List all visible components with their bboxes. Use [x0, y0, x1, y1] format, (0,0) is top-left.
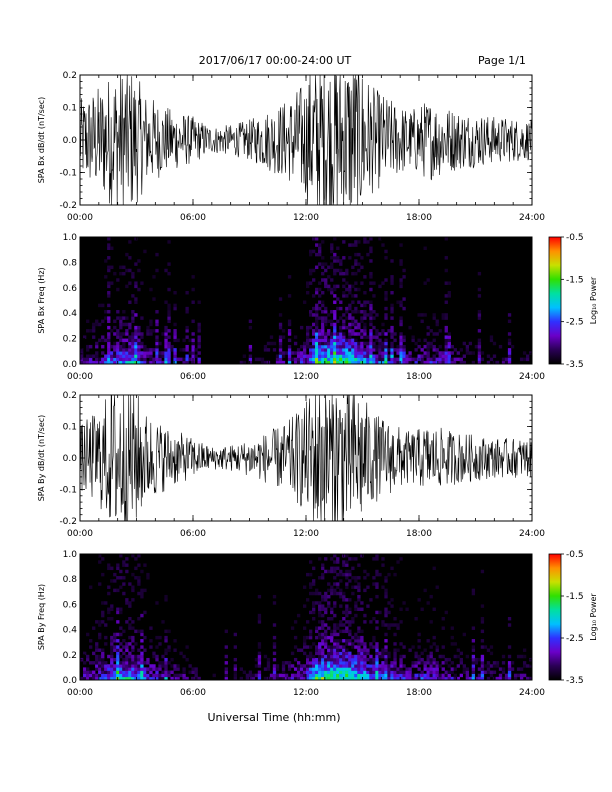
x-tick-label: 12:00 [293, 213, 319, 223]
y-axis-label: SPA Bx Freq (Hz) [37, 267, 46, 333]
x-tick-label: 00:00 [67, 688, 93, 698]
spectrogram-cells [80, 237, 533, 365]
colorbar [548, 236, 562, 365]
x-tick-label: 24:00 [519, 529, 545, 539]
panel-2: -0.5 -1.5 -2.5 -3.5 Log₁₀ Power 0.0 0.2 0.4 0.6 0… [37, 233, 598, 382]
colorbar-tick-label: -0.5 [566, 233, 584, 243]
y-tick-label: -0.2 [59, 517, 77, 527]
y-tick-label: 1.0 [63, 550, 78, 560]
y-tick-label: 0.8 [63, 575, 78, 585]
x-tick-label: 18:00 [406, 372, 432, 382]
colorbar-label: Log₁₀ Power [589, 593, 598, 641]
colorbar-tick-label: -3.5 [566, 676, 584, 686]
y-tick-label: 0.0 [63, 454, 78, 464]
y-tick-label: 0.2 [63, 391, 77, 401]
colorbar-tick-label: -2.5 [566, 634, 584, 644]
y-tick-label: 0.1 [63, 423, 77, 433]
x-tick-label: 24:00 [519, 688, 545, 698]
y-tick-label: 0.4 [63, 309, 78, 319]
panels: -0.2 -0.1 0.0 0.1 0.2 00:00 06:00 12:00 18:00 24:… [37, 71, 598, 698]
y-tick-label: 0.2 [63, 335, 77, 345]
x-tick-label: 00:00 [67, 529, 93, 539]
x-tick-label: 24:00 [519, 213, 545, 223]
y-tick-label: 0.8 [63, 258, 78, 268]
y-tick-label: -0.1 [59, 169, 77, 179]
x-tick-label: 12:00 [293, 372, 319, 382]
x-tick-label: 18:00 [406, 213, 432, 223]
dbdt-trace [80, 75, 532, 205]
x-tick-label: 12:00 [293, 688, 319, 698]
colorbar-tick-label: -1.5 [566, 275, 584, 285]
y-tick-label: 1.0 [63, 233, 78, 243]
panel-4: -0.5 -1.5 -2.5 -3.5 Log₁₀ Power 0.0 0.2 0.4 0.6 0… [37, 550, 598, 698]
colorbar-label: Log₁₀ Power [589, 276, 598, 324]
y-tick-label: 0.6 [63, 284, 78, 294]
x-tick-label: 24:00 [519, 372, 545, 382]
x-tick-label: 06:00 [180, 529, 206, 539]
x-tick-label: 12:00 [293, 529, 319, 539]
panel-3: -0.2 -0.1 0.0 0.1 0.2 00:00 06:00 12:00 18:00 24:… [37, 391, 545, 539]
dbdt-trace [80, 395, 532, 521]
figure-title: 2017/06/17 00:00-24:00 UT [199, 54, 352, 67]
panel-1: -0.2 -0.1 0.0 0.1 0.2 00:00 06:00 12:00 18:00 24:… [37, 71, 545, 223]
x-tick-label: 00:00 [67, 372, 93, 382]
page-indicator: Page 1/1 [478, 54, 526, 67]
spectrogram-cells [80, 554, 533, 681]
colorbar-tick-label: -1.5 [566, 592, 584, 602]
y-tick-label: 0.4 [63, 626, 78, 636]
y-tick-label: -0.1 [59, 486, 77, 496]
colorbar-tick-label: -2.5 [566, 318, 584, 328]
y-axis-label: SPA By Freq (Hz) [37, 584, 46, 650]
y-tick-label: 0.0 [63, 676, 78, 686]
y-tick-label: 0.0 [63, 136, 78, 146]
x-tick-label: 06:00 [180, 372, 206, 382]
colorbar-tick-label: -0.5 [566, 550, 584, 560]
x-axis-label: Universal Time (hh:mm) [208, 711, 341, 724]
x-tick-label: 18:00 [406, 529, 432, 539]
x-tick-label: 00:00 [67, 213, 93, 223]
y-axis-label: SPA Bx dB/dt (nT/sec) [37, 97, 46, 184]
colorbar [548, 553, 562, 681]
y-tick-label: 0.1 [63, 104, 77, 114]
x-tick-label: 06:00 [180, 213, 206, 223]
y-tick-label: 0.2 [63, 71, 77, 81]
x-tick-label: 06:00 [180, 688, 206, 698]
y-tick-label: 0.0 [63, 360, 78, 370]
y-tick-label: -0.2 [59, 201, 77, 211]
colorbar-tick-label: -3.5 [566, 360, 584, 370]
x-tick-label: 18:00 [406, 688, 432, 698]
y-tick-label: 0.2 [63, 651, 77, 661]
y-tick-label: 0.6 [63, 600, 78, 610]
y-axis-label: SPA By dB/dt (nT/sec) [37, 415, 46, 502]
